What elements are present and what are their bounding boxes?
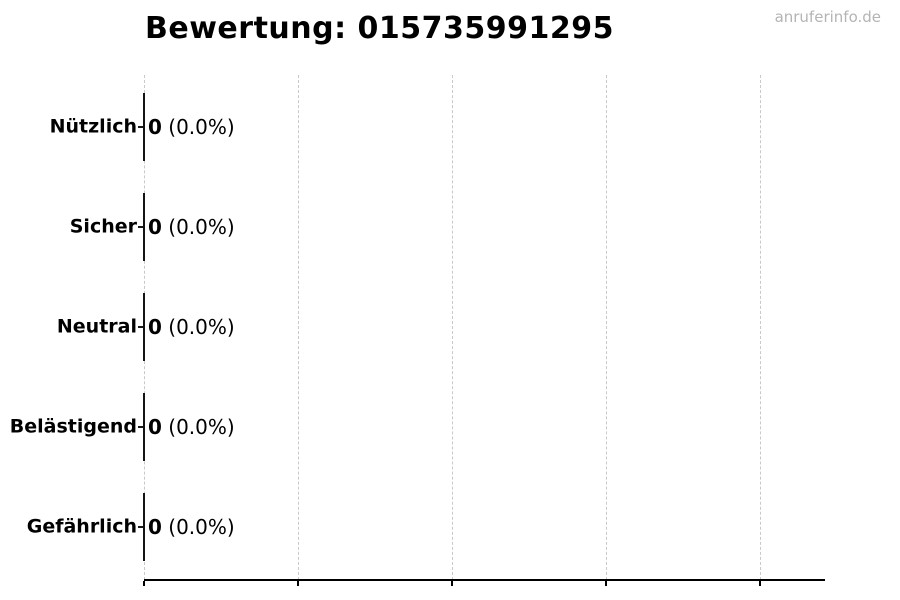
value-annotation-1: 0 (0.0%) — [148, 117, 235, 137]
x-axis-line — [144, 579, 825, 581]
value-percent: (0.0%) — [161, 315, 235, 339]
y-axis-tick — [138, 426, 145, 428]
value-percent: (0.0%) — [161, 515, 235, 539]
y-axis-tick — [138, 326, 145, 328]
value-count: 0 — [148, 215, 162, 239]
y-axis-tick — [138, 526, 145, 528]
category-label-3: Neutral — [56, 315, 137, 338]
bar-5 — [143, 493, 145, 561]
bar-3 — [143, 293, 145, 361]
bar-4 — [143, 393, 145, 461]
x-axis-tick — [605, 581, 608, 586]
x-gridline — [606, 75, 608, 580]
value-count: 0 — [148, 315, 162, 339]
watermark-text: anruferinfo.de — [774, 8, 881, 26]
category-label-2: Sicher — [69, 215, 137, 238]
value-annotation-5: 0 (0.0%) — [148, 517, 235, 537]
x-gridline — [760, 75, 762, 580]
value-percent: (0.0%) — [161, 415, 235, 439]
x-gridline — [298, 75, 300, 580]
x-gridline — [452, 75, 454, 580]
value-annotation-2: 0 (0.0%) — [148, 217, 235, 237]
y-axis-tick — [138, 126, 145, 128]
category-label-1: Nützlich — [49, 115, 137, 138]
category-label-4: Belästigend — [9, 415, 137, 438]
bar-2 — [143, 193, 145, 261]
value-percent: (0.0%) — [161, 215, 235, 239]
value-annotation-4: 0 (0.0%) — [148, 417, 235, 437]
value-count: 0 — [148, 415, 162, 439]
y-axis-tick — [138, 226, 145, 228]
chart-title: Bewertung: 015735991295 — [145, 11, 615, 46]
x-axis-tick — [759, 581, 762, 586]
value-annotation-3: 0 (0.0%) — [148, 317, 235, 337]
category-label-5: Gefährlich — [26, 515, 137, 538]
value-count: 0 — [148, 115, 162, 139]
x-axis-tick — [297, 581, 300, 586]
plot-area — [144, 75, 825, 580]
value-count: 0 — [148, 515, 162, 539]
value-percent: (0.0%) — [161, 115, 235, 139]
x-axis-tick — [451, 581, 454, 586]
bar-1 — [143, 93, 145, 161]
x-axis-tick — [143, 581, 145, 586]
